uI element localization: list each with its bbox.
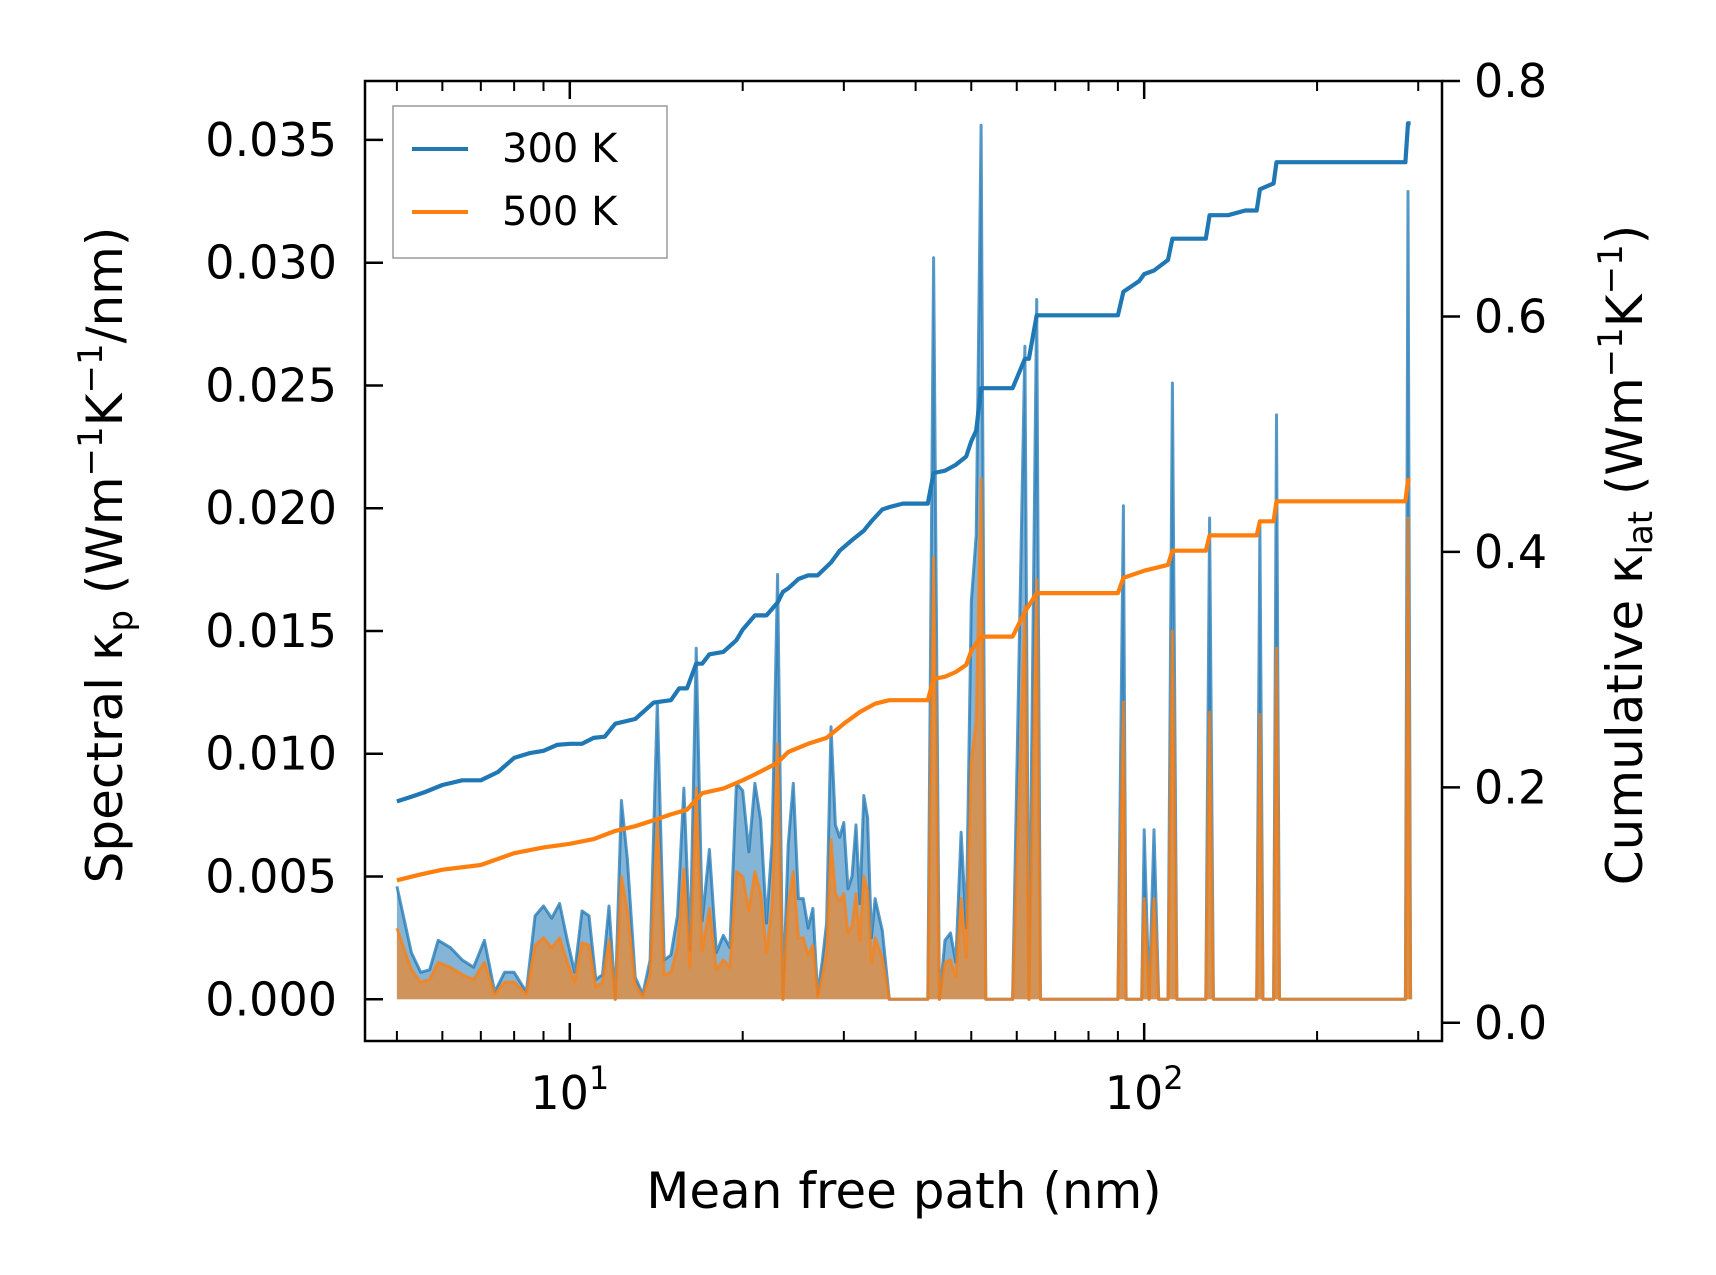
cumulative-line-300k <box>396 121 1411 804</box>
legend: 300 K 500 K <box>392 105 668 259</box>
left-axis-title: Spectral κp (Wm−1K−1/nm) <box>71 227 141 884</box>
y-right-tick-label: 0.6 <box>1474 289 1547 343</box>
ticks-layer: 0.000 0.005 0.010 0.015 0.020 0.025 0.030 0.035… <box>205 54 1547 1120</box>
y-right-tick-label: 0.8 <box>1474 54 1547 108</box>
y-left-tick-label: 0.000 <box>205 972 337 1026</box>
x-axis-title: Mean free path (nm) <box>646 1162 1162 1220</box>
y-right-tick-label: 0.0 <box>1474 996 1547 1050</box>
series-layer <box>395 121 1413 1001</box>
y-left-tick-label: 0.015 <box>205 604 337 658</box>
cumulative-line-500k <box>396 478 1411 883</box>
x-tick-label: 101 <box>530 1059 609 1120</box>
y-right-tick-label: 0.2 <box>1474 760 1547 814</box>
right-axis-title: Cumulative κlat (Wm−1K−1) <box>1591 225 1661 885</box>
x-tick-label: 102 <box>1105 1059 1184 1120</box>
y-right-tick-label: 0.4 <box>1474 525 1547 579</box>
y-left-tick-label: 0.030 <box>205 236 337 290</box>
y-left-tick-label: 0.025 <box>205 358 337 412</box>
y-left-tick-label: 0.035 <box>205 113 337 167</box>
legend-label-500k: 500 K <box>502 189 619 235</box>
legend-box <box>392 105 668 259</box>
y-left-tick-label: 0.005 <box>205 849 337 903</box>
y-left-tick-label: 0.020 <box>205 481 337 535</box>
plot-frame <box>363 79 1444 1043</box>
spectral-line-500k <box>395 477 1413 1001</box>
y-left-tick-label: 0.010 <box>205 727 337 781</box>
legend-label-300k: 300 K <box>502 126 619 172</box>
